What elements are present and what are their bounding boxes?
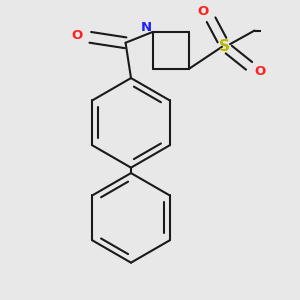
Text: S: S: [219, 39, 230, 54]
Text: O: O: [197, 5, 208, 18]
Text: O: O: [71, 29, 82, 43]
Text: O: O: [254, 65, 266, 78]
Text: N: N: [140, 21, 152, 34]
